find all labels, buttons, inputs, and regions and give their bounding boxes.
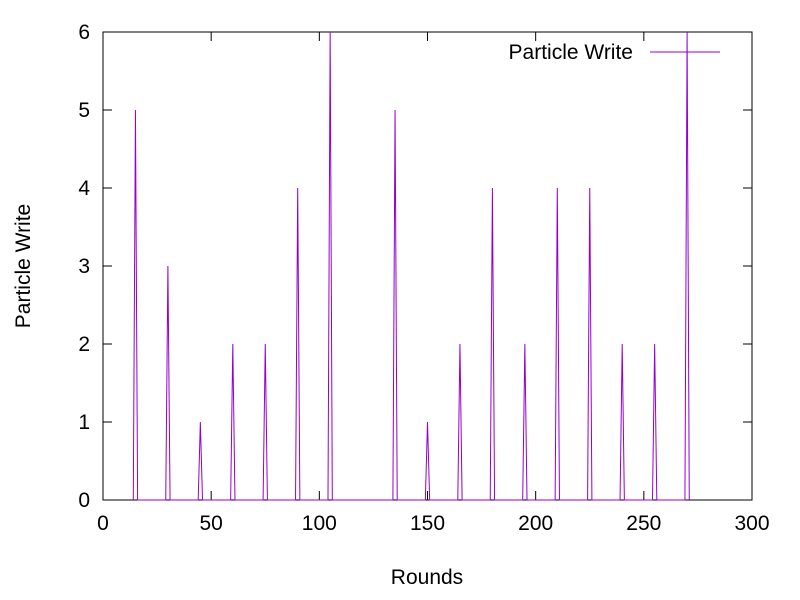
x-axis-label: Rounds — [391, 566, 463, 589]
x-tick-label: 100 — [302, 512, 337, 535]
legend-label: Particle Write — [509, 41, 633, 64]
y-tick-label: 3 — [78, 255, 90, 278]
y-axis-label: Particle Write — [12, 204, 35, 328]
x-tick-label: 150 — [410, 512, 445, 535]
series-layer — [132, 31, 690, 501]
y-tick-label: 2 — [78, 333, 90, 356]
x-tick-label: 250 — [626, 512, 661, 535]
series-line — [132, 31, 690, 501]
y-tick-label: 6 — [78, 21, 90, 44]
x-tick-label: 0 — [97, 512, 109, 535]
legend: Particle Write — [509, 41, 720, 64]
x-tick-label: 300 — [734, 512, 769, 535]
y-tick-label: 5 — [78, 99, 90, 122]
y-tick-label: 1 — [78, 411, 90, 434]
x-axis-ticks: 0 50 100 150 200 250 300 — [97, 32, 770, 535]
y-tick-label: 4 — [78, 177, 90, 200]
y-axis-ticks: 0 1 2 3 4 5 6 — [78, 21, 752, 512]
x-tick-label: 50 — [199, 512, 222, 535]
y-tick-label: 0 — [78, 489, 90, 512]
x-tick-label: 200 — [518, 512, 553, 535]
